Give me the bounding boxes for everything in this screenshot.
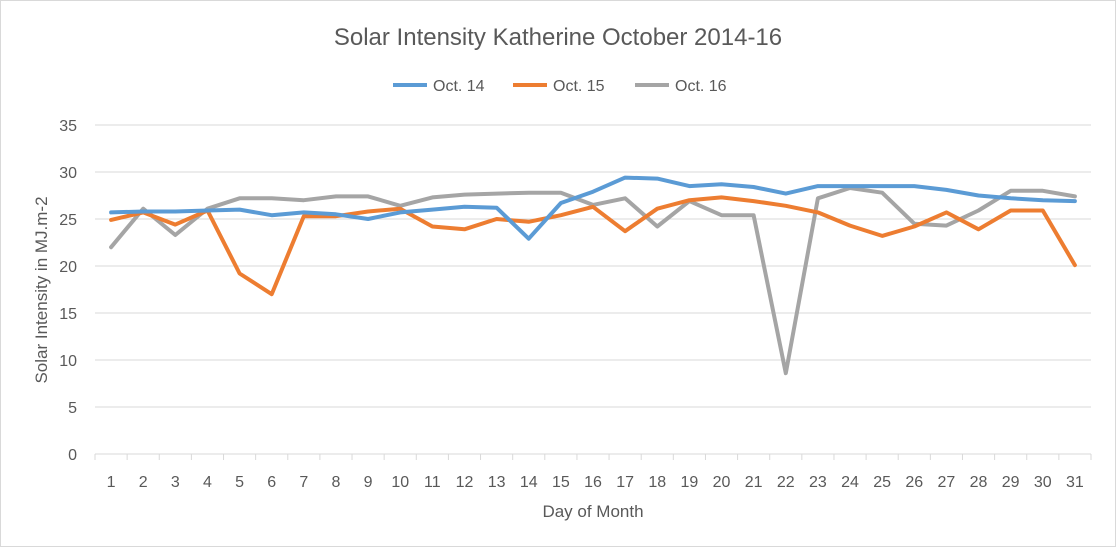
legend-label: Oct. 15 — [553, 78, 605, 95]
x-axis-title: Day of Month — [542, 502, 643, 521]
legend-item: Oct. 15 — [513, 78, 605, 95]
x-tick-label: 3 — [171, 474, 180, 491]
x-tick-label: 26 — [905, 474, 923, 491]
legend-label: Oct. 16 — [675, 78, 727, 95]
x-tick-label: 27 — [938, 474, 956, 491]
y-tick-label: 0 — [68, 447, 77, 464]
x-tick-label: 25 — [873, 474, 891, 491]
y-axis-ticks: 0 5 10 15 20 25 30 35 — [59, 118, 77, 464]
x-tick-label: 6 — [267, 474, 276, 491]
gridlines — [94, 124, 1092, 460]
x-tick-label: 21 — [745, 474, 763, 491]
x-tick-label: 14 — [520, 474, 538, 491]
x-tick-label: 18 — [648, 474, 666, 491]
legend-item: Oct. 16 — [635, 78, 727, 95]
x-tick-label: 1 — [107, 474, 116, 491]
x-tick-label: 13 — [488, 474, 506, 491]
x-tick-label: 20 — [713, 474, 731, 491]
legend: Oct. 14 Oct. 15 Oct. 16 — [393, 78, 727, 95]
x-tick-label: 22 — [777, 474, 795, 491]
y-tick-label: 35 — [59, 118, 77, 135]
y-axis-title: Solar Intensity in MJ.m-2 — [32, 196, 51, 383]
x-tick-label: 5 — [235, 474, 244, 491]
x-tick-label: 31 — [1066, 474, 1084, 491]
x-axis-ticks: 1 2 3 4 5 6 7 8 9 10 11 12 13 14 15 16 17 18 19 20 21 22 23 24 2… — [107, 474, 1084, 491]
x-tick-label: 29 — [1002, 474, 1020, 491]
y-tick-label: 10 — [59, 353, 77, 370]
y-tick-label: 25 — [59, 212, 77, 229]
x-tick-label: 2 — [139, 474, 148, 491]
x-tick-label: 19 — [680, 474, 698, 491]
x-tick-label: 30 — [1034, 474, 1052, 491]
x-tick-label: 10 — [391, 474, 409, 491]
x-tick-label: 17 — [616, 474, 634, 491]
x-tick-label: 9 — [364, 474, 373, 491]
x-tick-label: 8 — [332, 474, 341, 491]
legend-label: Oct. 14 — [433, 78, 485, 95]
legend-item: Oct. 14 — [393, 78, 485, 95]
x-tick-label: 16 — [584, 474, 602, 491]
y-tick-label: 5 — [68, 400, 77, 417]
y-tick-label: 20 — [59, 259, 77, 276]
x-tick-label: 11 — [424, 474, 441, 491]
series-line-oct-14 — [109, 175, 1077, 241]
x-tick-label: 28 — [970, 474, 988, 491]
x-tick-label: 24 — [841, 474, 859, 491]
y-tick-label: 15 — [59, 306, 77, 323]
x-tick-label: 23 — [809, 474, 827, 491]
x-tick-label: 12 — [456, 474, 474, 491]
series-line-oct-16 — [109, 186, 1077, 376]
y-tick-label: 30 — [59, 165, 77, 182]
chart-title: Solar Intensity Katherine October 2014-1… — [334, 24, 782, 51]
series-line-oct-15 — [109, 195, 1077, 297]
series-layer — [109, 175, 1077, 376]
x-tick-label: 4 — [203, 474, 212, 491]
x-tick-label: 15 — [552, 474, 570, 491]
x-tick-label: 7 — [299, 474, 308, 491]
